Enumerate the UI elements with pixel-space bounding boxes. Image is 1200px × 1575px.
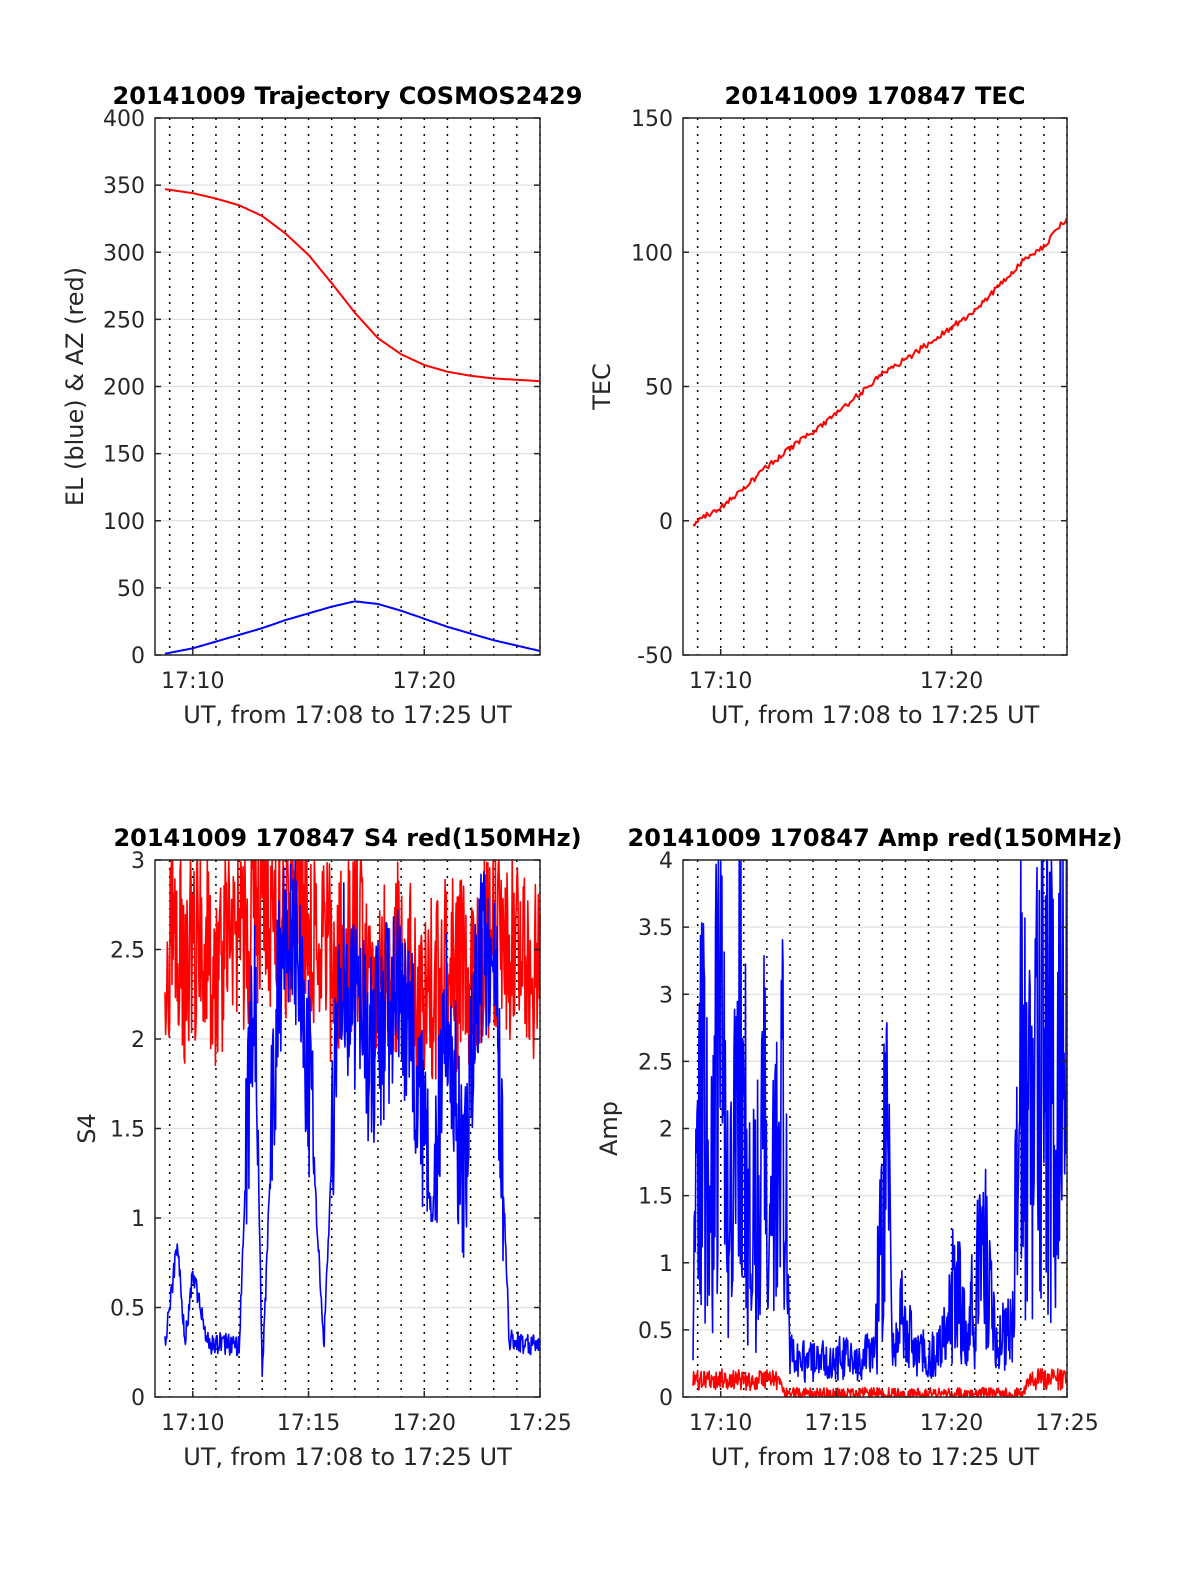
amp-xtick-label-2: 17:20 — [920, 1411, 983, 1436]
tec-title: 20141009 170847 TEC — [725, 82, 1026, 110]
trajectory-ytick-label-0: 0 — [131, 644, 145, 669]
amp-xtick-label-1: 17:15 — [804, 1411, 867, 1436]
s4-ytick-label-5: 2.5 — [110, 939, 145, 964]
amp-xtick-label-3: 17:25 — [1035, 1411, 1098, 1436]
trajectory-title: 20141009 Trajectory COSMOS2429 — [113, 82, 583, 110]
tec-ylabel: TEC — [588, 363, 616, 411]
tec-series-0 — [692, 217, 1068, 527]
panel-trajectory: 0 50 100 150 200 250 300 350 400 17:10 17:20 201410… — [61, 82, 582, 729]
amp-ytick-label-2: 1 — [659, 1252, 673, 1277]
trajectory-ytick-label-8: 400 — [103, 107, 145, 132]
trajectory-ytick-label-3: 150 — [103, 443, 145, 468]
tec-ytick-label-3: 100 — [631, 241, 673, 266]
amp-title: 20141009 170847 Amp red(150MHz) — [628, 824, 1123, 852]
amp-series-0 — [692, 1368, 1068, 1398]
s4-ylabel: S4 — [73, 1113, 101, 1144]
amp-ytick-label-0: 0 — [659, 1386, 673, 1411]
trajectory-ytick-label-1: 50 — [117, 577, 145, 602]
panel-tec: -50 0 50 100 150 17:10 17:20 20141009 170847 TE… — [588, 82, 1068, 729]
trajectory-xlabel: UT, from 17:08 to 17:25 UT — [183, 701, 512, 729]
s4-ytick-label-3: 1.5 — [110, 1118, 145, 1143]
trajectory-ytick-label-7: 350 — [103, 174, 145, 199]
s4-xlabel: UT, from 17:08 to 17:25 UT — [183, 1443, 512, 1471]
s4-ytick-label-2: 1 — [131, 1207, 145, 1232]
tec-ytick-label-2: 50 — [645, 376, 673, 401]
s4-ytick-label-6: 3 — [131, 849, 145, 874]
s4-xtick-label-0: 17:10 — [161, 1411, 224, 1436]
trajectory-xtick-label-1: 17:20 — [393, 669, 456, 694]
panel-amp: 0 0.5 1 1.5 2 2.5 3 3.5 4 17:10 17:15 17:20 17:25 201… — [595, 824, 1122, 1471]
s4-ytick-label-0: 0 — [131, 1386, 145, 1411]
s4-ytick-label-4: 2 — [131, 1028, 145, 1053]
tec-xlabel: UT, from 17:08 to 17:25 UT — [711, 701, 1040, 729]
trajectory-series-0 — [164, 188, 541, 383]
trajectory-ytick-label-5: 250 — [103, 308, 145, 333]
trajectory-xtick-label-0: 17:10 — [161, 669, 224, 694]
s4-ytick-label-1: 0.5 — [110, 1297, 145, 1322]
tec-xtick-label-0: 17:10 — [689, 669, 752, 694]
panel-s4: 0 0.5 1 1.5 2 2.5 3 17:10 17:15 17:20 17:25 2014100… — [73, 824, 582, 1471]
amp-ytick-label-4: 2 — [659, 1118, 673, 1143]
amp-ytick-label-5: 2.5 — [638, 1050, 673, 1075]
trajectory-series-1 — [164, 600, 541, 655]
trajectory-ytick-label-4: 200 — [103, 376, 145, 401]
amp-ytick-label-6: 3 — [659, 983, 673, 1008]
amp-ytick-label-1: 0.5 — [638, 1319, 673, 1344]
amp-ytick-label-7: 3.5 — [638, 916, 673, 941]
trajectory-ytick-label-6: 300 — [103, 241, 145, 266]
s4-series-1 — [164, 859, 541, 1378]
s4-xtick-label-2: 17:20 — [393, 1411, 456, 1436]
amp-series-1 — [692, 859, 1068, 1383]
tec-ytick-label-0: -50 — [637, 644, 673, 669]
amp-xlabel: UT, from 17:08 to 17:25 UT — [711, 1443, 1040, 1471]
s4-xtick-label-3: 17:25 — [508, 1411, 571, 1436]
trajectory-ytick-label-2: 100 — [103, 510, 145, 535]
s4-title: 20141009 170847 S4 red(150MHz) — [113, 824, 581, 852]
tec-ytick-label-4: 150 — [631, 107, 673, 132]
amp-xtick-label-0: 17:10 — [689, 1411, 752, 1436]
amp-ytick-label-8: 4 — [659, 849, 673, 874]
s4-xtick-label-1: 17:15 — [277, 1411, 340, 1436]
tec-xtick-label-1: 17:20 — [920, 669, 983, 694]
trajectory-ylabel: EL (blue) & AZ (red) — [61, 267, 89, 506]
amp-ytick-label-3: 1.5 — [638, 1185, 673, 1210]
amp-ylabel: Amp — [595, 1101, 623, 1156]
tec-ytick-label-1: 0 — [659, 510, 673, 535]
